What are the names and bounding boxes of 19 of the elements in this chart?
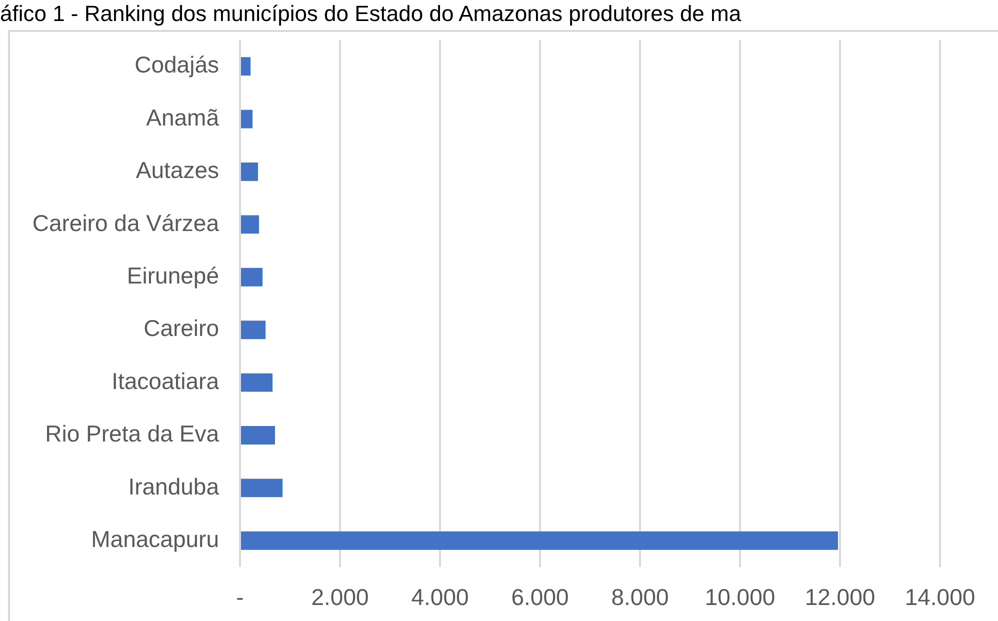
x-tick-label: 14.000 bbox=[904, 584, 976, 610]
x-tick-label: 6.000 bbox=[511, 584, 569, 610]
chart-title: áfico 1 - Ranking dos municípios do Estado do Amazonas produtores de ma bbox=[0, 1, 742, 27]
y-tick-label: Codajás bbox=[134, 52, 219, 78]
x-tick-label: 10.000 bbox=[704, 584, 776, 610]
y-tick-label: Rio Preta da Eva bbox=[45, 420, 220, 447]
x-tick-label: 8.000 bbox=[611, 584, 669, 610]
y-tick-label: Anamã bbox=[146, 104, 220, 130]
y-tick-label: Iranduba bbox=[128, 473, 220, 500]
y-tick-label: Manacapuru bbox=[91, 526, 219, 552]
y-tick-label: Eirunepé bbox=[126, 262, 219, 288]
x-tick-label: - bbox=[236, 584, 244, 610]
y-tick-label: Itacoatiara bbox=[112, 368, 220, 394]
x-tick-label: 4.000 bbox=[411, 584, 469, 610]
x-tick-label: 12.000 bbox=[804, 584, 876, 610]
x-tick-label: 2.000 bbox=[311, 584, 369, 610]
y-tick-label: Careiro da Várzea bbox=[32, 210, 220, 236]
y-tick-label: Autazes bbox=[136, 157, 219, 184]
y-tick-label: Careiro bbox=[144, 315, 219, 342]
